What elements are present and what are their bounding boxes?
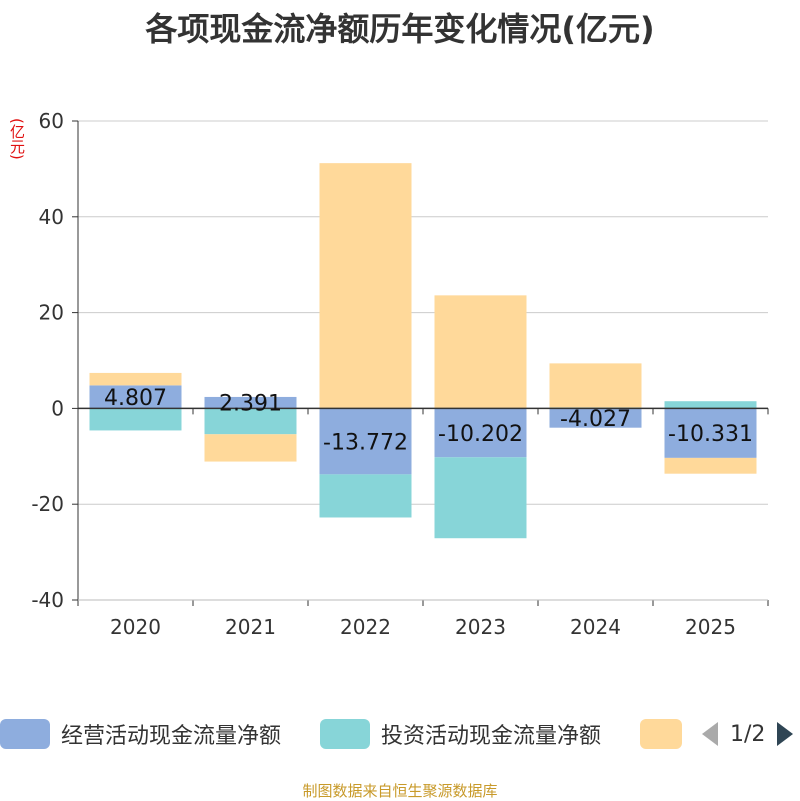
y-tick-label: 20: [39, 301, 64, 325]
legend-label-operating: 经营活动现金流量净额: [61, 724, 282, 749]
data-label-2021: 2.391: [219, 392, 282, 417]
bar-2025-series-0: [664, 408, 757, 458]
y-axis-unit-label: (亿元): [8, 118, 26, 160]
y-tick-label: -40: [31, 588, 64, 612]
x-tick-label-2024: 2024: [570, 615, 621, 639]
y-tick-label: 0: [51, 396, 64, 420]
x-tick-label-2025: 2025: [685, 615, 736, 639]
legend-item-financing[interactable]: [640, 716, 682, 752]
bar-2021-series-1: [204, 408, 297, 435]
source-note: 制图数据来自恒生聚源数据库: [302, 782, 498, 800]
legend-item-operating[interactable]: 经营活动现金流量净额: [0, 716, 281, 752]
legend-swatch-investing: [320, 719, 370, 749]
next-page-icon[interactable]: [775, 720, 795, 748]
bar-2021-series-2: [204, 434, 297, 462]
bar-2023-series-0: [434, 408, 527, 458]
bar-2020-series-0: [89, 385, 182, 409]
bar-2020-series-2: [89, 372, 182, 386]
legend-pager: 1/2: [700, 716, 795, 752]
x-tick-label-2023: 2023: [455, 615, 506, 639]
data-label-2025: -10.331: [668, 422, 753, 447]
bar-series: [89, 163, 757, 539]
gridlines: [78, 120, 768, 601]
data-label-2022: -13.772: [323, 430, 408, 455]
legend-swatch-financing: [640, 719, 682, 749]
prev-page-icon[interactable]: [700, 720, 720, 748]
chart-title: 各项现金流净额历年变化情况(亿元): [145, 10, 655, 48]
y-tick-label: 60: [39, 109, 64, 133]
legend-page-indicator: 1/2: [730, 721, 766, 747]
data-label-2024: -4.027: [560, 407, 631, 432]
bar-2025-series-1: [664, 401, 757, 409]
bar-2023-series-1: [434, 457, 527, 539]
bar-2022-series-1: [319, 474, 412, 518]
bar-2021-series-0: [204, 396, 297, 409]
axes: 60 40 20 0 -20 -40 2020 2021 2022 2023 2024 2025: [31, 109, 769, 639]
bar-2023-series-2: [434, 295, 527, 409]
y-tick-label: -20: [31, 492, 64, 516]
x-tick-label-2020: 2020: [110, 615, 161, 639]
bar-2024-series-2: [549, 363, 642, 408]
data-label-2020: 4.807: [104, 386, 167, 411]
data-label-2023: -10.202: [438, 422, 523, 447]
legend-label-investing: 投资活动现金流量净额: [381, 724, 602, 749]
y-tick-label: 40: [39, 205, 64, 229]
bar-2020-series-1: [89, 408, 182, 431]
bar-2024-series-0: [549, 408, 642, 428]
data-labels: 4.807 2.391 -13.772 -10.202 -4.027 -10.331: [104, 386, 753, 455]
legend-swatch-operating: [0, 719, 50, 749]
bar-2022-series-0: [319, 408, 412, 475]
bar-2025-series-2: [664, 457, 757, 474]
x-tick-label-2021: 2021: [225, 615, 276, 639]
bar-2022-series-2: [319, 163, 412, 409]
x-tick-label-2022: 2022: [340, 615, 391, 639]
legend-item-investing[interactable]: 投资活动现金流量净额: [320, 716, 601, 752]
